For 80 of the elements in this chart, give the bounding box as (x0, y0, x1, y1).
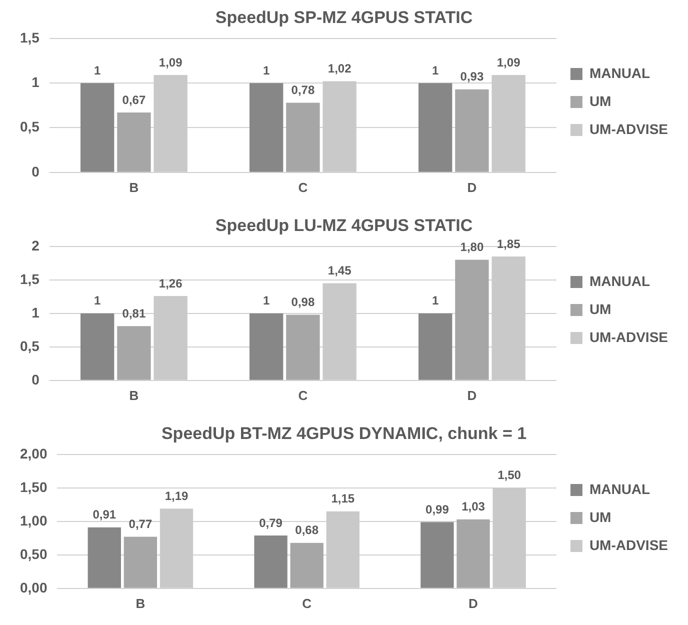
data-label: 1 (94, 294, 101, 308)
bar (254, 535, 288, 588)
legend-label: MANUAL (589, 480, 651, 497)
bar (455, 260, 489, 380)
x-tick-label: D (467, 180, 477, 195)
bar (456, 519, 490, 588)
x-tick-label: B (129, 180, 139, 195)
y-tick-label: 0,5 (20, 118, 40, 135)
data-label: 0,67 (122, 92, 146, 107)
chart-title: SpeedUp BT-MZ 4GPUS DYNAMIC, chunk = 1 (161, 424, 527, 443)
data-label: 1,45 (328, 264, 352, 278)
bar (117, 326, 151, 380)
y-tick-label: 0,5 (20, 338, 40, 354)
y-tick-label: 1 (32, 304, 40, 320)
bar (455, 89, 489, 172)
y-tick-label: 0 (32, 163, 40, 180)
bar (249, 313, 284, 380)
chart-title: SpeedUp LU-MZ 4GPUS STATIC (215, 216, 473, 235)
bar (117, 112, 151, 172)
data-label: 0,91 (92, 508, 116, 522)
x-tick-label: C (298, 180, 308, 195)
y-tick-label: 2,00 (20, 445, 48, 462)
data-label: 1,50 (498, 468, 522, 482)
data-label: 1 (432, 294, 439, 308)
data-label: 1,19 (164, 488, 188, 503)
y-tick-label: 0,00 (20, 579, 48, 596)
legend-label: UM-ADVISE (589, 536, 668, 553)
legend-label: UM (589, 300, 612, 317)
data-label: 1,15 (331, 492, 355, 506)
data-label: 1 (432, 63, 439, 78)
data-label: 1 (262, 294, 270, 308)
legend-label: MANUAL (589, 272, 651, 289)
data-label: 1,09 (496, 55, 521, 70)
x-tick-label: D (468, 596, 478, 611)
bar (418, 313, 452, 380)
x-tick-label: B (129, 388, 139, 403)
bar (124, 536, 158, 588)
x-tick-label: B (136, 596, 146, 611)
bar (290, 542, 324, 588)
data-label: 0,98 (291, 295, 315, 310)
legend-label: MANUAL (589, 64, 651, 81)
bar (88, 527, 121, 588)
y-tick-label: 1 (32, 74, 40, 90)
chart-title: SpeedUp SP-MZ 4GPUS STATIC (215, 8, 473, 27)
y-tick-label: 1,5 (20, 29, 40, 46)
data-label: 1,02 (328, 62, 352, 76)
y-tick-label: 1,00 (20, 512, 48, 528)
data-label: 0,81 (122, 306, 146, 320)
data-label: 1,26 (158, 276, 183, 290)
bar (418, 83, 452, 172)
data-label: 1,80 (460, 240, 484, 254)
legend-label: UM-ADVISE (589, 328, 668, 345)
legend-label: UM-ADVISE (589, 120, 668, 137)
data-label: 0,78 (291, 83, 315, 98)
bar (249, 83, 284, 172)
data-label: 0,77 (128, 517, 152, 532)
y-tick-label: 0 (32, 371, 40, 388)
data-label: 0,79 (259, 516, 283, 530)
legend-label: UM (589, 92, 612, 109)
data-label: 0,68 (295, 523, 319, 538)
data-label: 1,85 (496, 236, 521, 251)
data-label: 1 (262, 63, 270, 78)
bar (286, 314, 320, 380)
data-label: 1,03 (462, 500, 486, 514)
x-tick-label: D (467, 388, 477, 403)
y-tick-label: 1,5 (20, 270, 40, 287)
bar (80, 313, 114, 380)
y-tick-label: 1,50 (20, 478, 48, 495)
x-tick-label: C (298, 388, 308, 403)
bar (420, 522, 454, 588)
x-tick-label: C (302, 596, 312, 611)
y-tick-label: 0,50 (20, 546, 48, 562)
data-label: 1,09 (158, 55, 183, 70)
data-label: 0,99 (426, 502, 450, 516)
data-label: 0,93 (460, 70, 484, 84)
y-tick-label: 2 (32, 237, 40, 254)
bar (286, 102, 320, 172)
bar (80, 83, 114, 172)
legend-label: UM (589, 508, 612, 525)
data-label: 1 (94, 63, 101, 78)
